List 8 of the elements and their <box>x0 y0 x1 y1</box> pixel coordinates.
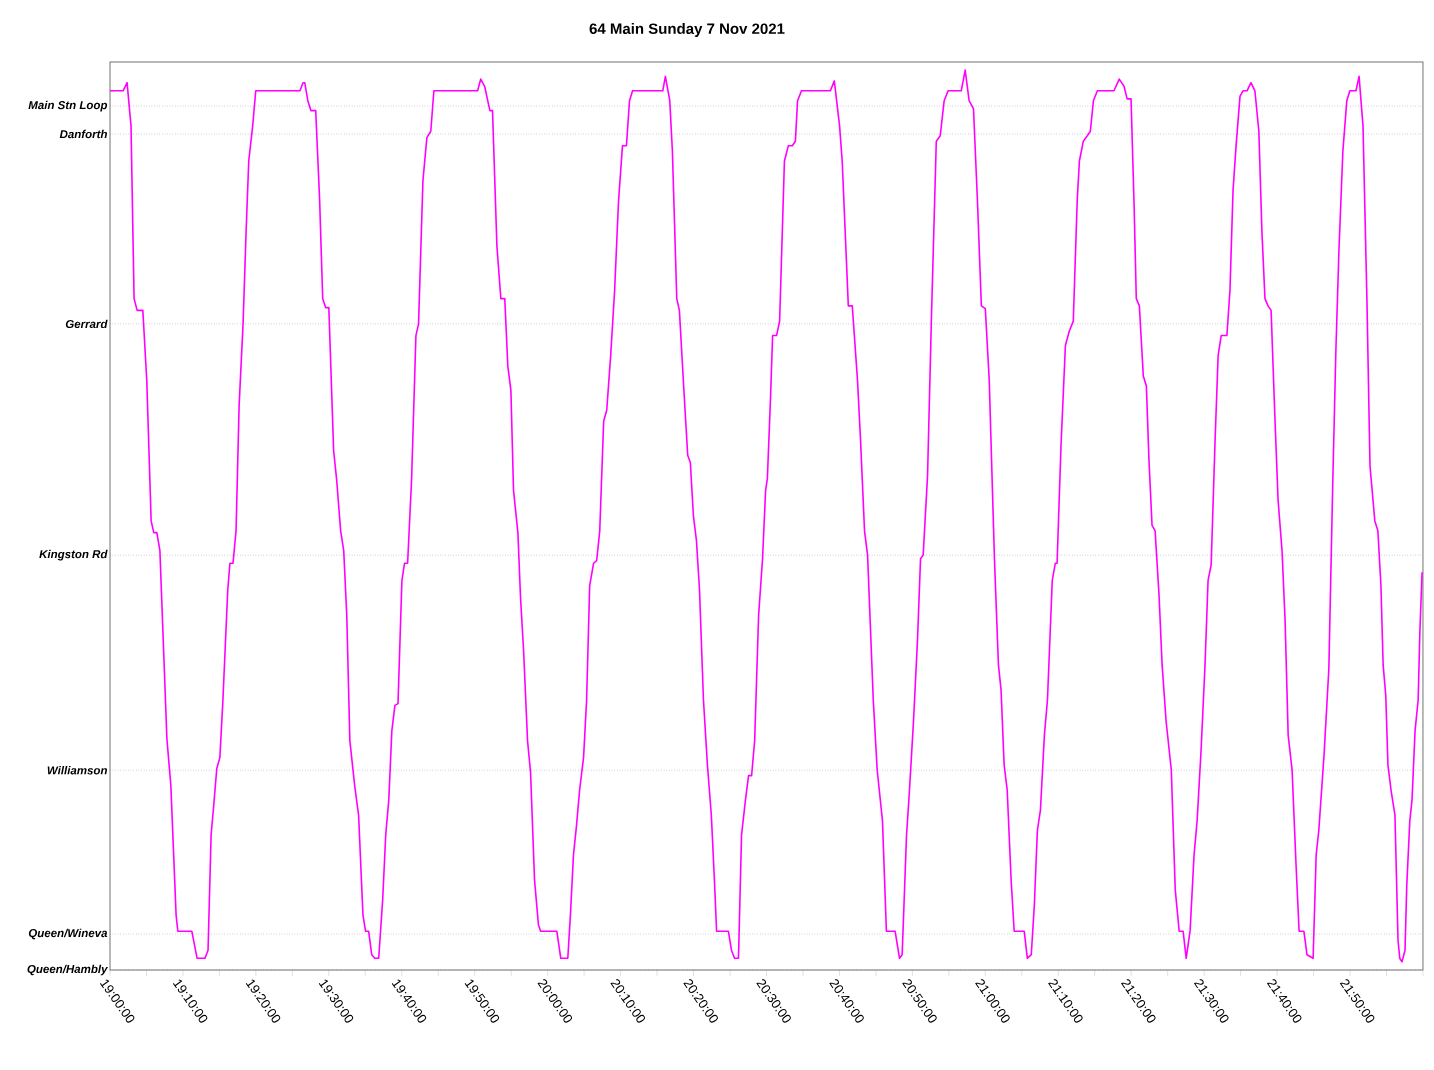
ref-line-label: Kingston Rd <box>39 549 108 561</box>
ref-line-label: Gerrard <box>65 319 108 329</box>
ref-line-label: Queen/Wineva <box>28 928 108 940</box>
ref-line-label: Queen/Hambly <box>27 964 108 976</box>
ref-line-label: Danforth <box>59 129 107 139</box>
ref-line-label: Williamson <box>47 765 108 775</box>
ref-line-label: Main Stn Loop <box>28 100 108 112</box>
chart-title: 64 Main Sunday 7 Nov 2021 <box>589 22 785 37</box>
